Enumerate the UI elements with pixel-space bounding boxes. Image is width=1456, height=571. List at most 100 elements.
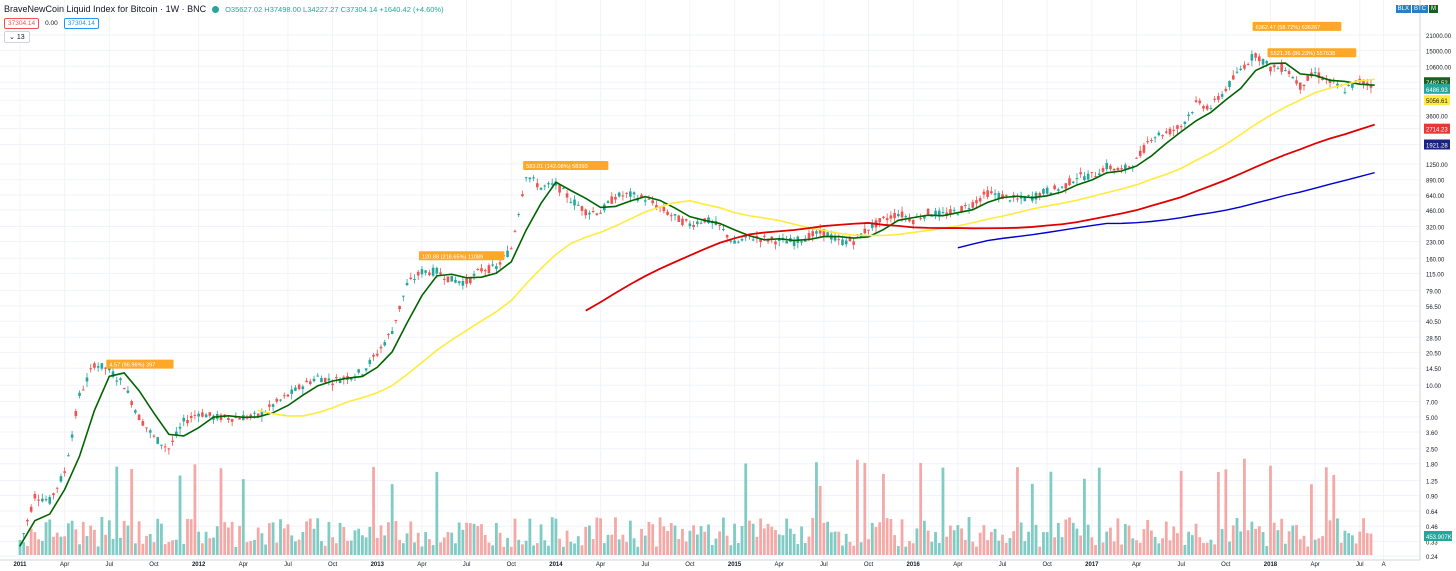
volume-bar <box>543 540 547 555</box>
ma-legend[interactable]: ⌄ 13 <box>4 31 30 43</box>
candle-body <box>1090 172 1094 174</box>
x-tick-label: Oct <box>328 562 338 568</box>
volume-bar <box>1224 469 1228 555</box>
volume-bar <box>1131 538 1135 555</box>
x-tick-label: Jul <box>641 562 649 568</box>
candle-body <box>740 239 744 241</box>
volume-bar <box>956 525 960 555</box>
candle-body <box>595 213 599 215</box>
volume-bar <box>1179 470 1183 555</box>
chevron-down-icon[interactable]: ⌄ <box>9 34 15 41</box>
volume-bar <box>368 526 372 555</box>
candle-body <box>1172 129 1176 131</box>
x-tick-label: Jul <box>105 562 113 568</box>
candle-body <box>148 430 152 433</box>
volume-bar <box>617 539 621 555</box>
volume-bar <box>174 539 178 555</box>
volume-bar <box>394 520 398 555</box>
volume-bar <box>1146 519 1150 555</box>
x-tick-label: A <box>1382 562 1386 568</box>
volume-bar <box>1198 537 1202 555</box>
candle-body <box>1053 185 1056 190</box>
candle-body <box>1179 126 1183 128</box>
candle-body <box>785 241 788 244</box>
volume-bar <box>1336 518 1339 555</box>
volume-bar <box>387 522 390 555</box>
measure-label-bg <box>523 160 609 170</box>
candle-body <box>725 234 729 238</box>
candle-body <box>37 499 40 501</box>
volume-bar <box>1142 529 1146 555</box>
volume-bar <box>93 529 96 555</box>
volume-bar <box>829 532 833 555</box>
candle-body <box>1291 77 1295 79</box>
volume-bar <box>208 538 212 555</box>
volume-bar <box>282 528 286 555</box>
candle-body <box>1001 194 1004 200</box>
candle-body <box>1060 186 1064 188</box>
candle-body <box>837 239 841 241</box>
volume-bar <box>867 539 870 555</box>
y-tick-label: 0.90 <box>1426 494 1438 500</box>
candle-body <box>990 191 993 194</box>
candle-body <box>900 211 904 218</box>
candle-body <box>774 241 777 245</box>
volume-bar <box>982 525 986 555</box>
volume-bar <box>457 522 461 555</box>
indicator-value-1[interactable]: 37304.14 <box>4 18 40 29</box>
candle-body <box>885 218 889 221</box>
symbol-title[interactable]: BraveNewCoin Liquid Index for Bitcoin · … <box>4 4 207 14</box>
indicator-row: 37304.14 0.00 37304.14 <box>4 18 99 29</box>
volume-bar <box>960 528 963 555</box>
volume-bar <box>1068 517 1071 555</box>
volume-bar <box>524 540 528 555</box>
volume-bar <box>506 537 509 555</box>
indicator-value-3[interactable]: 37304.14 <box>63 18 99 29</box>
candle-body <box>781 237 785 239</box>
candle-body <box>1027 195 1030 197</box>
volume-bar <box>1205 542 1209 555</box>
volume-bar <box>993 528 997 555</box>
chart-header: BraveNewCoin Liquid Index for Bitcoin · … <box>4 4 444 14</box>
candle-body <box>1138 150 1142 156</box>
candle-body <box>800 241 803 243</box>
candle-body <box>93 363 96 368</box>
volume-bar <box>40 540 44 555</box>
volume-bar <box>1112 541 1116 555</box>
candle-body <box>1008 200 1012 202</box>
candle-body <box>271 404 275 407</box>
candle-body <box>655 205 658 209</box>
volume-bar <box>934 531 937 555</box>
candle-body <box>126 390 130 393</box>
ma-100-line <box>585 123 1375 312</box>
x-tick-label: Oct <box>507 562 517 568</box>
y-tick-label: 7.00 <box>1426 401 1438 407</box>
volume-bar <box>729 545 733 555</box>
candle-body <box>1295 80 1298 84</box>
volume-bar <box>1321 536 1324 555</box>
candle-body <box>562 188 565 190</box>
volume-bar <box>788 528 792 555</box>
volume-bar <box>137 521 141 555</box>
volume-bar <box>360 535 364 555</box>
volume-bar <box>372 466 375 555</box>
volume-bar <box>915 528 919 555</box>
candle-body <box>1157 132 1161 136</box>
candle-body <box>424 270 427 273</box>
volume-bar <box>1235 518 1239 555</box>
y-tick-label: 10.00 <box>1426 384 1442 390</box>
candle-body <box>1064 183 1068 189</box>
candle-body <box>413 278 416 280</box>
candle-body <box>1213 98 1216 100</box>
volume-bar <box>167 542 171 555</box>
symbol-badges: BLX BTC M <box>1395 5 1438 13</box>
volume-bar <box>476 525 480 555</box>
volume-bar <box>684 541 688 555</box>
volume-bar <box>189 519 193 555</box>
volume-bar <box>1295 524 1298 555</box>
candle-body <box>1246 64 1250 66</box>
candle-body <box>134 410 137 413</box>
y-tick-label: 0.46 <box>1426 525 1438 531</box>
volume-bar <box>922 520 926 555</box>
